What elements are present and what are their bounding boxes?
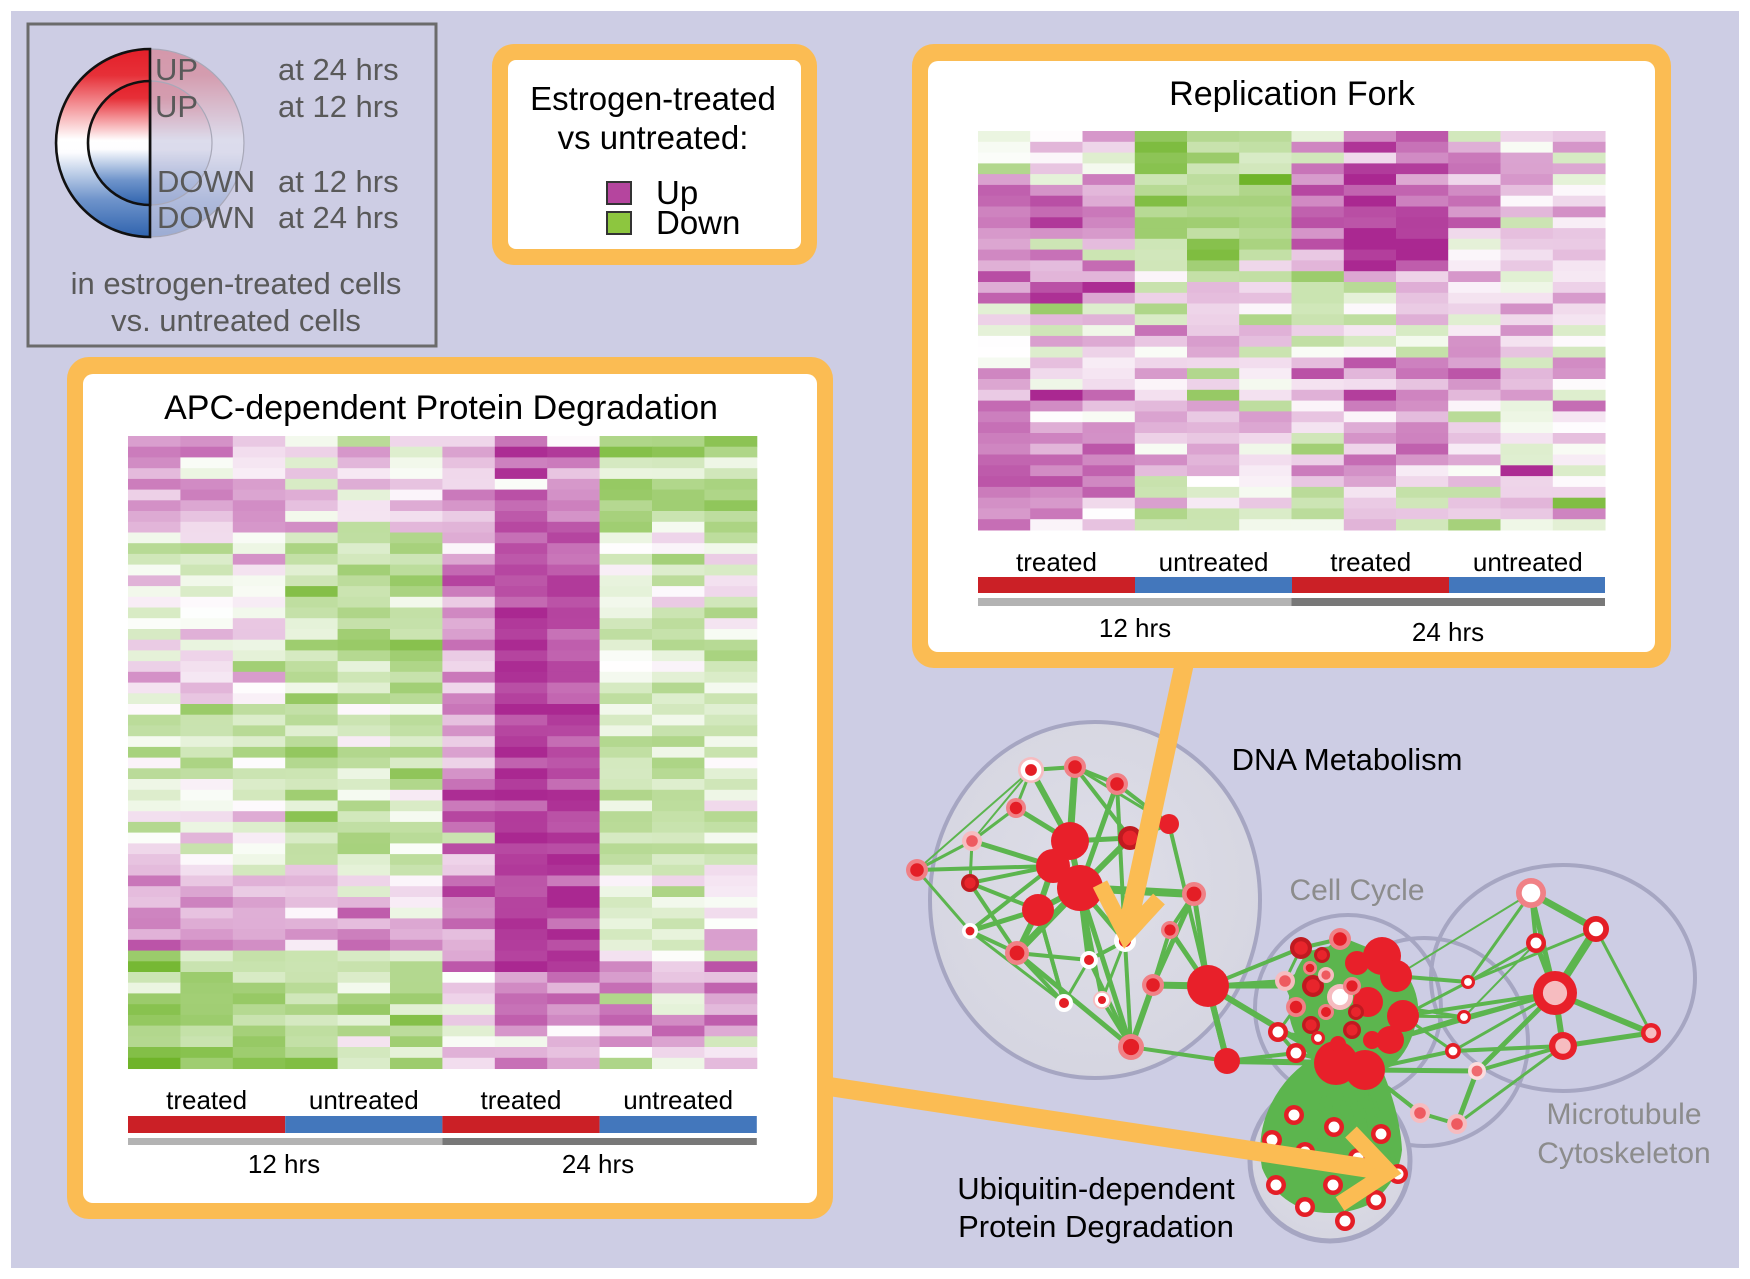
svg-text:12 hrs: 12 hrs — [248, 1149, 320, 1179]
svg-text:Estrogen-treated: Estrogen-treated — [530, 80, 776, 117]
svg-text:treated: treated — [1330, 547, 1411, 577]
svg-text:DNA Metabolism: DNA Metabolism — [1232, 742, 1463, 777]
svg-text:treated: treated — [481, 1085, 562, 1115]
svg-text:vs untreated:: vs untreated: — [558, 119, 749, 156]
svg-text:12 hrs: 12 hrs — [1099, 613, 1171, 643]
svg-text:at 12 hrs: at 12 hrs — [278, 164, 399, 199]
svg-text:Microtubule: Microtubule — [1546, 1098, 1701, 1131]
svg-text:at 24 hrs: at 24 hrs — [278, 200, 399, 235]
svg-text:UP: UP — [155, 89, 198, 124]
svg-text:untreated: untreated — [1159, 547, 1269, 577]
svg-text:at 12 hrs: at 12 hrs — [278, 89, 399, 124]
svg-text:Down: Down — [656, 204, 740, 241]
svg-text:Cell Cycle: Cell Cycle — [1289, 874, 1424, 907]
svg-text:at 24 hrs: at 24 hrs — [278, 52, 399, 87]
svg-text:untreated: untreated — [309, 1085, 419, 1115]
svg-text:DOWN: DOWN — [157, 200, 255, 235]
svg-text:Up: Up — [656, 174, 698, 211]
svg-text:Ubiquitin-dependent: Ubiquitin-dependent — [957, 1171, 1235, 1206]
svg-text:APC-dependent Protein Degradat: APC-dependent Protein Degradation — [164, 389, 718, 427]
svg-text:treated: treated — [166, 1085, 247, 1115]
svg-text:Replication Fork: Replication Fork — [1169, 75, 1416, 113]
svg-text:UP: UP — [155, 52, 198, 87]
svg-text:24 hrs: 24 hrs — [1412, 617, 1484, 647]
svg-text:in estrogen-treated cells: in estrogen-treated cells — [71, 266, 402, 301]
svg-text:DOWN: DOWN — [157, 164, 255, 199]
svg-text:treated: treated — [1016, 547, 1097, 577]
svg-text:vs. untreated cells: vs. untreated cells — [111, 303, 361, 338]
svg-text:untreated: untreated — [1473, 547, 1583, 577]
svg-text:untreated: untreated — [623, 1085, 733, 1115]
svg-text:Cytoskeleton: Cytoskeleton — [1537, 1137, 1710, 1170]
svg-text:Protein Degradation: Protein Degradation — [958, 1209, 1234, 1244]
svg-text:24 hrs: 24 hrs — [562, 1149, 634, 1179]
